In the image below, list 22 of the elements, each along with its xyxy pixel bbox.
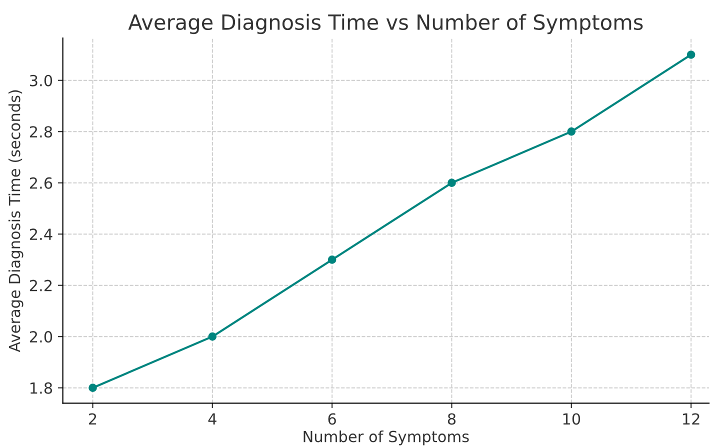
y-tick-label: 2.2	[30, 280, 52, 292]
y-axis-title: Average Diagnosis Time (seconds)	[8, 90, 24, 352]
point	[328, 256, 336, 264]
x-tick-label: 12	[683, 413, 700, 425]
y-tick-label: 2.4	[30, 228, 52, 240]
x-tick-label: 2	[89, 413, 96, 425]
y-tick-label: 2.0	[30, 331, 52, 343]
y-tick-label: 2.8	[30, 126, 52, 138]
chart-title: Average Diagnosis Time vs Number of Symptoms	[128, 14, 643, 34]
point	[208, 332, 217, 341]
point	[448, 178, 456, 188]
point	[88, 384, 97, 392]
x-tick-label: 4	[208, 413, 216, 425]
y-tick-label: 3.0	[30, 74, 52, 86]
point	[686, 50, 696, 59]
x-tick-label: 6	[328, 413, 336, 425]
x-axis-title: Number of Symptoms	[304, 430, 469, 446]
point	[567, 127, 576, 136]
x-tick-label: 10	[563, 413, 580, 425]
x-tick-label: 8	[448, 413, 456, 425]
y-tick-label: 2.6	[30, 177, 52, 189]
y-tick-label: 1.8	[30, 382, 52, 394]
